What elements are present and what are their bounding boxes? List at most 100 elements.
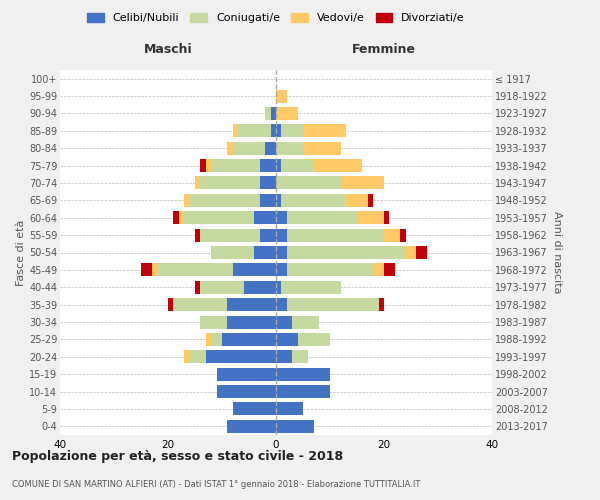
Bar [254, 246, 276, 259]
Bar [303, 124, 346, 138]
Bar [200, 159, 206, 172]
Text: Popolazione per età, sesso e stato civile - 2018: Popolazione per età, sesso e stato civil… [12, 450, 343, 463]
Bar [276, 420, 314, 433]
Bar [287, 228, 384, 241]
Bar [287, 298, 379, 311]
Bar [276, 316, 292, 328]
Bar [222, 333, 276, 346]
Bar [260, 228, 276, 241]
Bar [211, 333, 222, 346]
Bar [141, 264, 152, 276]
Text: Maschi: Maschi [143, 43, 193, 56]
Bar [260, 176, 276, 190]
Bar [200, 316, 227, 328]
Bar [287, 246, 406, 259]
Bar [233, 402, 276, 415]
Bar [206, 333, 211, 346]
Bar [254, 211, 276, 224]
Bar [173, 298, 227, 311]
Bar [287, 264, 373, 276]
Bar [211, 159, 260, 172]
Bar [227, 316, 276, 328]
Bar [406, 246, 416, 259]
Bar [276, 402, 303, 415]
Bar [276, 176, 341, 190]
Bar [211, 246, 254, 259]
Bar [265, 142, 276, 154]
Bar [276, 246, 287, 259]
Bar [206, 350, 276, 364]
Bar [384, 228, 400, 241]
Bar [276, 194, 281, 207]
Y-axis label: Fasce di età: Fasce di età [16, 220, 26, 286]
Bar [276, 368, 330, 380]
Bar [271, 107, 276, 120]
Y-axis label: Anni di nascita: Anni di nascita [551, 211, 562, 294]
Bar [184, 194, 190, 207]
Bar [265, 107, 271, 120]
Bar [233, 124, 238, 138]
Bar [217, 385, 276, 398]
Bar [276, 107, 298, 120]
Bar [168, 298, 173, 311]
Bar [276, 333, 298, 346]
Bar [271, 124, 276, 138]
Bar [384, 264, 395, 276]
Bar [276, 90, 287, 102]
Bar [184, 211, 254, 224]
Bar [233, 264, 276, 276]
Bar [292, 316, 319, 328]
Bar [298, 333, 330, 346]
Bar [368, 194, 373, 207]
Bar [200, 280, 244, 294]
Bar [276, 124, 281, 138]
Legend: Celibi/Nubili, Coniugati/e, Vedovi/e, Divorziati/e: Celibi/Nubili, Coniugati/e, Vedovi/e, Di… [83, 8, 469, 28]
Bar [379, 298, 384, 311]
Bar [190, 350, 206, 364]
Bar [314, 159, 362, 172]
Bar [303, 142, 341, 154]
Bar [357, 211, 384, 224]
Bar [179, 211, 184, 224]
Bar [190, 194, 260, 207]
Bar [373, 264, 384, 276]
Bar [292, 350, 308, 364]
Bar [206, 159, 211, 172]
Bar [400, 228, 406, 241]
Bar [227, 298, 276, 311]
Bar [227, 420, 276, 433]
Bar [384, 211, 389, 224]
Bar [276, 385, 330, 398]
Bar [276, 228, 287, 241]
Bar [238, 124, 271, 138]
Bar [195, 176, 200, 190]
Bar [152, 264, 157, 276]
Bar [217, 368, 276, 380]
Bar [276, 142, 303, 154]
Bar [276, 298, 287, 311]
Text: COMUNE DI SAN MARTINO ALFIERI (AT) - Dati ISTAT 1° gennaio 2018 - Elaborazione T: COMUNE DI SAN MARTINO ALFIERI (AT) - Dat… [12, 480, 421, 489]
Bar [281, 280, 341, 294]
Bar [227, 142, 233, 154]
Bar [287, 211, 357, 224]
Bar [195, 280, 200, 294]
Bar [281, 159, 314, 172]
Bar [276, 159, 281, 172]
Bar [244, 280, 276, 294]
Bar [281, 194, 346, 207]
Bar [260, 194, 276, 207]
Bar [157, 264, 233, 276]
Bar [276, 211, 287, 224]
Text: Femmine: Femmine [352, 43, 416, 56]
Bar [416, 246, 427, 259]
Bar [173, 211, 179, 224]
Bar [200, 228, 260, 241]
Bar [184, 350, 190, 364]
Bar [276, 350, 292, 364]
Bar [341, 176, 384, 190]
Bar [233, 142, 265, 154]
Bar [276, 264, 287, 276]
Bar [195, 228, 200, 241]
Bar [276, 280, 281, 294]
Bar [200, 176, 260, 190]
